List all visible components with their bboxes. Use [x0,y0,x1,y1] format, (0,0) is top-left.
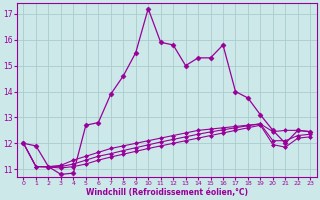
X-axis label: Windchill (Refroidissement éolien,°C): Windchill (Refroidissement éolien,°C) [86,188,248,197]
